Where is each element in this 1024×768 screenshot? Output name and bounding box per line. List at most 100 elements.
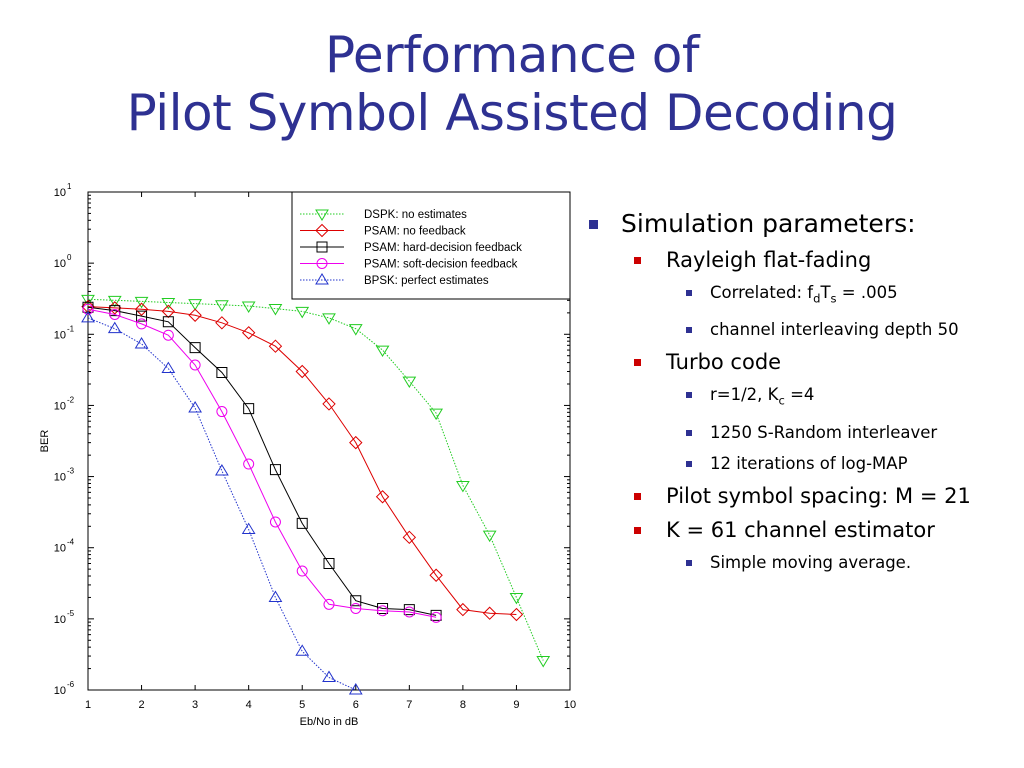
x-tick-label: 5: [299, 699, 305, 711]
series-2-marker: [402, 530, 417, 545]
legend-marker-1: [315, 209, 329, 221]
y-tick-exponent: 0: [67, 253, 72, 262]
series-2-marker: [268, 339, 283, 353]
y-tick-label: 10: [54, 400, 66, 412]
series-2-line: [87, 306, 517, 615]
bullet-rate: r=1/2, Kc =4: [585, 379, 1015, 416]
legend-label-2: PSAM: no feedback: [364, 226, 466, 238]
series-4-marker: [403, 606, 415, 618]
series-3-marker: [323, 557, 335, 569]
series-1-marker: [295, 306, 310, 319]
y-tick-exponent: -4: [67, 538, 75, 547]
series-5-marker: [241, 522, 256, 535]
x-tick-label: 7: [406, 699, 412, 711]
x-tick-label: 3: [192, 699, 198, 711]
series-4-marker: [350, 602, 362, 614]
series-1-marker: [134, 296, 149, 309]
bullet-moving-average: Simple moving average.: [585, 547, 1015, 578]
y-tick-exponent: -1: [67, 324, 75, 333]
series-4-marker: [243, 458, 255, 470]
correlated-sub-d: d: [813, 291, 821, 306]
series-2-marker: [375, 490, 390, 504]
series-5-marker: [215, 463, 229, 476]
series-2-marker: [429, 568, 443, 582]
y-axis-label: BER: [39, 430, 51, 453]
series-5-marker: [295, 644, 310, 656]
series-4-marker: [430, 611, 442, 623]
slide-title-line1: Performance of: [325, 26, 699, 84]
series-2-marker: [482, 606, 497, 620]
y-tick-label: 10: [54, 187, 66, 199]
bullet-estimator: K = 61 channel estimator: [585, 513, 1015, 547]
series-1-marker: [536, 655, 551, 668]
series-4-line: [87, 308, 437, 618]
rate-prefix: r=1/2, K: [710, 385, 779, 405]
ber-chart: 1 2 3 4 5 6 7 8 9 1010110010-110-210-310-410-510-…: [39, 182, 576, 728]
series-5-marker: [107, 321, 122, 334]
y-tick-exponent: -6: [67, 680, 75, 689]
x-tick-label: 2: [138, 699, 144, 711]
series-3-marker: [216, 367, 228, 379]
y-tick-label: 10: [54, 614, 66, 626]
series-5-marker: [81, 310, 95, 323]
y-tick-exponent: -3: [67, 467, 75, 476]
series-3-marker: [296, 517, 308, 529]
series-4-marker: [323, 598, 335, 610]
slide-title: Performance of Pilot Symbol Assisted Dec…: [0, 26, 1024, 142]
series-3-marker: [162, 316, 174, 328]
series-1-marker: [268, 304, 283, 316]
series-4-marker: [189, 359, 201, 371]
bullet-rayleigh: Rayleigh flat-fading: [585, 243, 1015, 277]
correlated-prefix: Correlated: f: [710, 283, 814, 302]
bullet-simulation: Simulation parameters:: [585, 205, 1015, 243]
series-2-marker: [134, 302, 149, 316]
rate-sub-c: c: [778, 393, 785, 408]
y-tick-label: 10: [54, 685, 66, 697]
x-tick-label: 9: [513, 699, 519, 711]
bullet-turbo: Turbo code: [585, 345, 1015, 379]
series-5-marker: [348, 683, 363, 695]
series-4-marker: [216, 406, 228, 418]
series-3-marker: [350, 595, 362, 607]
y-tick-label: 10: [54, 329, 66, 341]
series-5-line: [87, 317, 357, 691]
series-5-marker: [188, 401, 202, 413]
series-2-marker: [349, 435, 363, 450]
series-3-marker: [269, 464, 281, 476]
series-5-marker: [161, 361, 176, 374]
series-1-marker: [429, 408, 443, 421]
series-1-marker: [456, 480, 470, 493]
series-3-group: [82, 301, 442, 621]
slide-title-line2: Pilot Symbol Assisted Decoding: [126, 84, 898, 142]
bullet-iterations: 12 iterations of log-MAP: [585, 448, 1015, 479]
y-tick-exponent: -2: [67, 395, 75, 404]
x-tick-label: 1: [85, 699, 91, 711]
legend-marker-3: [316, 241, 328, 253]
series-1-marker: [402, 376, 417, 389]
series-5-marker: [322, 670, 336, 682]
series-2-marker: [509, 607, 524, 622]
bullet-correlated: Correlated: fdTs = .005: [585, 277, 1015, 314]
series-1-marker: [81, 294, 95, 307]
series-1-marker: [482, 530, 497, 543]
series-4-marker: [296, 565, 308, 577]
legend-label-3: PSAM: hard-decision feedback: [364, 242, 522, 254]
series-4-marker: [162, 329, 174, 341]
series-1-group: [81, 294, 551, 668]
series-2-marker: [241, 326, 256, 340]
series-1-marker: [509, 592, 524, 605]
correlated-suffix: = .005: [836, 283, 898, 302]
series-2-marker: [215, 316, 229, 330]
series-4-marker: [109, 308, 121, 320]
series-3-marker: [189, 342, 201, 354]
series-2-marker: [161, 304, 176, 319]
legend-label-1: DSPK: no estimates: [364, 209, 467, 221]
series-1-marker: [215, 300, 229, 312]
rate-suffix: =4: [784, 385, 815, 405]
series-1-marker: [188, 299, 202, 311]
bullet-pilot-spacing: Pilot symbol spacing: M = 21: [585, 479, 1015, 513]
legend-label-5: BPSK: perfect estimates: [364, 275, 489, 287]
x-tick-label: 10: [564, 699, 576, 711]
correlated-mid: T: [820, 283, 831, 302]
legend-marker-2: [315, 223, 329, 238]
